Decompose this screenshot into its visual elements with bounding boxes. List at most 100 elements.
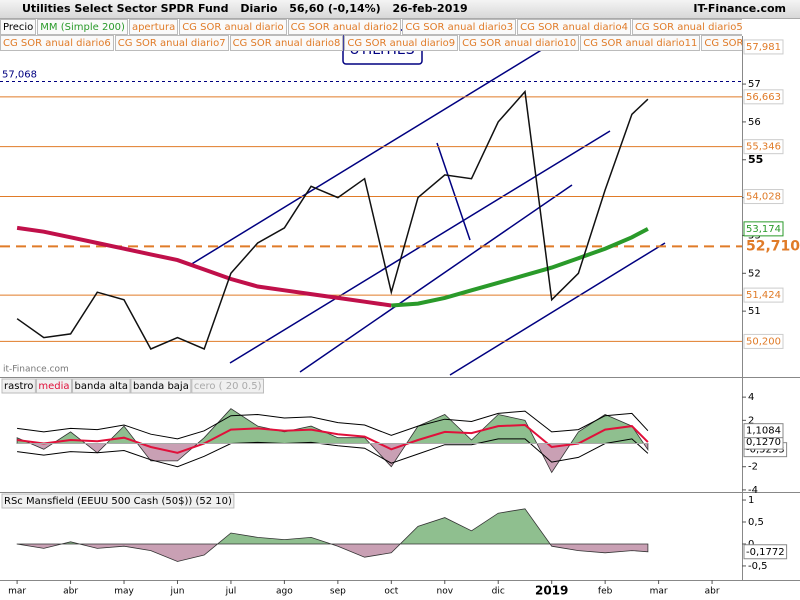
price-line [16, 89, 649, 351]
legend-entry: banda baja [133, 381, 189, 392]
area [16, 443, 649, 474]
tab[interactable]: MM (Simple 200) [37, 19, 128, 35]
tab[interactable]: CG SOR anual diario4 [517, 19, 631, 35]
area [16, 543, 649, 562]
tab-row: Precio MM (Simple 200) apertura CG SOR an… [0, 19, 742, 35]
label-box [743, 89, 784, 105]
series-line [17, 438, 649, 468]
tab[interactable]: apertura [128, 19, 179, 35]
x-tick-label: abr [705, 587, 720, 597]
channel-line [449, 242, 666, 376]
x-tick-label: 2019 [535, 584, 568, 598]
y-tick-label: -4 [748, 485, 758, 496]
series-line [17, 410, 649, 440]
legend-entry: cero ( 20 0.5) [194, 381, 262, 392]
label-box [743, 333, 784, 349]
legend-tab [72, 378, 131, 394]
area [16, 508, 649, 544]
last-value-label: 0,1270 [746, 437, 781, 448]
level-label: 56,663 [746, 92, 781, 103]
tab[interactable]: CG SOR anual diario8 [229, 35, 344, 51]
tab[interactable]: CG SOR anual diario7 [114, 35, 229, 51]
x-tick-label: sep [330, 587, 346, 597]
legend-tab [1, 493, 235, 509]
level-label: 53,174 [746, 224, 781, 235]
label-box [743, 39, 784, 55]
x-tick-label: mar [650, 587, 668, 597]
tab[interactable]: CG SOR anual diario2 [287, 19, 402, 35]
y-tick-label: 52 [748, 268, 761, 279]
x-tick-label: jul [225, 587, 237, 597]
y-tick-label: 51 [748, 306, 761, 317]
legend-entry: banda alta [75, 381, 128, 392]
tab[interactable]: CG SOR anual [701, 35, 742, 51]
legend-tab [35, 378, 73, 394]
y-tick-label: 4 [748, 392, 754, 403]
tab[interactable]: CG SOR anual diario10 [459, 35, 580, 51]
y-tick-label: -2 [748, 462, 758, 473]
period: Diario [240, 2, 278, 15]
moving-average [391, 227, 649, 308]
tab[interactable]: CG SOR anual diario11 [580, 35, 701, 51]
label-box [743, 221, 784, 237]
tab[interactable]: CG SOR anual diario6 [0, 35, 114, 51]
label-box [743, 287, 784, 303]
y-tick-label: 57 [748, 79, 761, 90]
last-value-label: -0,5293 [746, 445, 785, 456]
level-label: 51,424 [746, 290, 781, 301]
tab[interactable]: CG SOR anual diario5 [631, 19, 742, 35]
y-tick-label: 56 [748, 117, 761, 128]
channel-line [436, 142, 471, 241]
tab[interactable]: CG SOR anual diario [179, 19, 287, 35]
level-label: 54,028 [746, 192, 781, 203]
y-tick-label: 1 [748, 495, 754, 506]
label-box [743, 544, 788, 560]
x-tick-label: dic [492, 587, 505, 597]
date: 26-feb-2019 [392, 2, 468, 15]
x-tick-label: may [114, 587, 134, 597]
channel-line [299, 184, 573, 373]
series-line [16, 423, 649, 454]
label-box [743, 189, 784, 205]
y-tick-label: 2 [748, 415, 754, 426]
level-label: 50,200 [746, 336, 781, 347]
x-tick-label: jun [170, 587, 185, 597]
moving-average [16, 225, 392, 308]
x-tick-label: ago [276, 587, 293, 597]
tab[interactable]: Precio [0, 19, 37, 35]
tab-row: CG SOR anual diario6 CG SOR anual diario7… [0, 35, 742, 51]
y-tick-label: 0,5 [748, 517, 764, 528]
legend-tab [1, 378, 36, 394]
x-tick-label: feb [598, 587, 613, 597]
quote: 56,60 (-0,14%) [289, 2, 381, 15]
watermark: it-Finance.com [3, 365, 69, 375]
x-tick-label: abr [63, 587, 78, 597]
channel-line [189, 45, 549, 266]
level-label: 52,710 [746, 238, 800, 254]
title: Utilities Select Sector SPDR Fund [22, 2, 229, 15]
last-value-label: 1,1084 [746, 426, 781, 437]
legend-tab [191, 378, 264, 394]
x-tick-label: nov [436, 587, 453, 597]
last-value-label: -0,1772 [746, 547, 785, 558]
legend-entry: rastro [4, 381, 33, 392]
legend-tab [130, 378, 192, 394]
y-tick-label: -0,5 [748, 561, 768, 572]
legend-entry: RSc Mansfield (EEUU 500 Cash (50$)) (52 … [4, 496, 232, 507]
label-box [743, 139, 784, 155]
x-tick-label: oct [384, 587, 398, 597]
legend-entry: media [38, 381, 69, 392]
label-box [743, 423, 784, 439]
level-label: 57,068 [2, 69, 37, 80]
tab[interactable]: CG SOR anual diario9 [344, 35, 459, 51]
y-tick-label: 55 [748, 153, 763, 166]
x-tick-label: mar [8, 587, 26, 597]
tab[interactable]: CG SOR anual diario3 [402, 19, 517, 35]
level-label: 57,981 [746, 42, 781, 53]
level-label: 55,346 [746, 142, 781, 153]
source: IT-Finance.com [693, 2, 786, 15]
header: Utilities Select Sector SPDR Fund Diario… [0, 0, 800, 19]
